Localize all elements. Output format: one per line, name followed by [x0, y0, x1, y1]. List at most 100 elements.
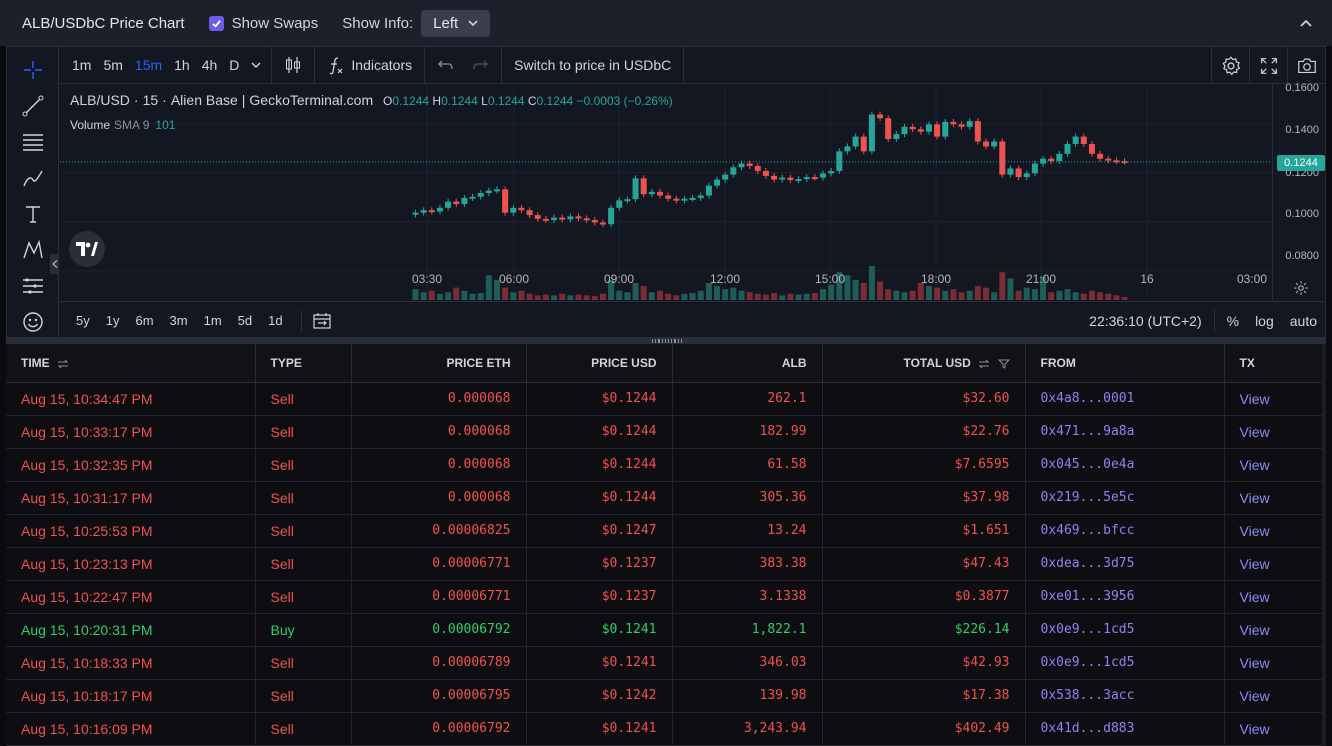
trade-tx-link[interactable]: View — [1224, 613, 1323, 647]
col-time[interactable]: TIME — [6, 344, 256, 383]
candle-body — [771, 175, 778, 180]
candlestick-chart[interactable] — [60, 84, 1272, 300]
swap-icon[interactable] — [57, 359, 69, 369]
open-value: 0.1244 — [392, 94, 430, 108]
auto-toggle[interactable]: auto — [1289, 313, 1317, 329]
tradingview-logo[interactable] — [69, 231, 105, 267]
trade-from-address[interactable]: 0xdea...3d75 — [1025, 547, 1225, 581]
trade-alb-amount: 3,243.94 — [672, 712, 823, 746]
trade-tx-link[interactable]: View — [1224, 382, 1323, 416]
range-5d[interactable]: 5d — [237, 313, 253, 328]
measure-tool[interactable] — [20, 273, 46, 299]
collapse-tools-handle[interactable] — [50, 254, 59, 274]
chevron-up-icon[interactable] — [1298, 15, 1314, 31]
switch-price-button[interactable]: Switch to price in USDbC — [514, 57, 672, 73]
trade-tx-link[interactable]: View — [1224, 580, 1323, 614]
candle-body — [673, 198, 680, 201]
candle-body — [722, 174, 729, 180]
trade-tx-link[interactable]: View — [1224, 679, 1323, 713]
interval-4h[interactable]: 4h — [201, 57, 218, 73]
price-axis[interactable]: 0.1600 0.1400 0.1200 0.1000 0.0800 0.124… — [1272, 82, 1327, 300]
clock-readout[interactable]: 22:36:10 (UTC+2) — [1089, 313, 1202, 329]
candle-body — [795, 179, 802, 182]
trade-from-address[interactable]: 0x471...9a8a — [1025, 415, 1225, 449]
range-6m[interactable]: 6m — [135, 313, 154, 328]
trade-tx-link[interactable]: View — [1224, 415, 1323, 449]
trade-from-address[interactable]: 0x41d...d883 — [1025, 712, 1225, 746]
trade-from-address[interactable]: 0x469...bfcc — [1025, 514, 1225, 548]
candles-icon — [286, 57, 301, 73]
fullscreen-button[interactable] — [1249, 47, 1287, 84]
candle-body — [925, 124, 932, 132]
interval-D[interactable]: D — [229, 57, 240, 73]
screenshot-button[interactable] — [1287, 47, 1325, 84]
table-scrollbar[interactable] — [1322, 344, 1326, 746]
trade-tx-link[interactable]: View — [1224, 481, 1323, 515]
brush-tool[interactable] — [20, 165, 46, 191]
brush-icon — [23, 170, 43, 187]
show-swaps-label[interactable]: Show Swaps — [231, 14, 319, 32]
panel-splitter[interactable] — [6, 338, 1326, 344]
trade-time: Aug 15, 10:33:17 PM — [6, 415, 256, 449]
range-3m[interactable]: 3m — [169, 313, 188, 328]
interval-15m[interactable]: 15m — [134, 57, 163, 73]
trade-tx-link[interactable]: View — [1224, 712, 1323, 746]
undo-button[interactable] — [429, 47, 463, 84]
volume-bar — [885, 289, 892, 300]
trade-price-eth: 0.00006789 — [351, 646, 527, 680]
trade-tx-link[interactable]: View — [1224, 448, 1323, 482]
interval-1h[interactable]: 1h — [174, 57, 190, 73]
interval-dropdown[interactable] — [245, 47, 267, 84]
emoji-tool[interactable] — [20, 309, 46, 335]
crosshair-tool[interactable] — [20, 57, 46, 83]
candle-body — [852, 136, 859, 147]
trade-price-usd: $0.1244 — [526, 481, 673, 515]
pattern-tool[interactable] — [20, 237, 46, 263]
trade-type: Sell — [255, 382, 352, 416]
trend-line-tool[interactable] — [20, 93, 46, 119]
camera-icon — [1297, 58, 1316, 73]
volume-bar — [746, 292, 753, 300]
percent-toggle[interactable]: % — [1226, 313, 1240, 329]
range-1y[interactable]: 1y — [105, 313, 120, 328]
trade-from-address[interactable]: 0x0e9...1cd5 — [1025, 613, 1225, 647]
trade-tx-link[interactable]: View — [1224, 514, 1323, 548]
chart-type-button[interactable] — [276, 47, 310, 84]
trade-alb-amount: 305.36 — [672, 481, 823, 515]
candle-body — [1088, 143, 1095, 154]
candle-body — [616, 200, 623, 208]
swap-icon[interactable] — [978, 359, 990, 369]
trade-tx-link[interactable]: View — [1224, 646, 1323, 680]
volume-bar — [714, 286, 721, 300]
volume-bar — [445, 292, 452, 300]
range-1m[interactable]: 1m — [203, 313, 222, 328]
log-toggle[interactable]: log — [1255, 313, 1274, 329]
candle-body — [942, 121, 949, 137]
interval-1m[interactable]: 1m — [72, 57, 92, 73]
trade-from-address[interactable]: 0x219...5e5c — [1025, 481, 1225, 515]
candle-body — [608, 207, 615, 225]
range-5y[interactable]: 5y — [76, 313, 90, 328]
range-1d[interactable]: 1d — [268, 313, 283, 328]
trade-from-address[interactable]: 0x538...3acc — [1025, 679, 1225, 713]
trade-from-address[interactable]: 0x045...0e4a — [1025, 448, 1225, 482]
trade-from-address[interactable]: 0xe01...3956 — [1025, 580, 1225, 614]
candle-body — [583, 218, 590, 221]
trade-from-address[interactable]: 0x0e9...1cd5 — [1025, 646, 1225, 680]
text-tool[interactable] — [20, 201, 46, 227]
date-range-icon[interactable] — [312, 312, 332, 330]
filter-icon[interactable] — [997, 359, 1010, 369]
interval-5m[interactable]: 5m — [103, 57, 123, 73]
trade-tx-link[interactable]: View — [1224, 547, 1323, 581]
redo-button[interactable] — [463, 47, 497, 84]
trade-from-address[interactable]: 0x4a8...0001 — [1025, 382, 1225, 416]
axis-settings-icon[interactable] — [1292, 279, 1310, 297]
fib-tool[interactable] — [20, 129, 46, 155]
indicators-button[interactable]: Indicators — [319, 47, 420, 84]
price-plot[interactable]: ALB/USD · 15 · Alien Base | GeckoTerminal.com … — [50, 84, 1272, 300]
trade-alb-amount: 383.38 — [672, 547, 823, 581]
settings-button[interactable] — [1211, 47, 1249, 84]
show-swaps-checkbox[interactable] — [208, 15, 224, 31]
show-info-select[interactable]: Left — [421, 9, 491, 37]
